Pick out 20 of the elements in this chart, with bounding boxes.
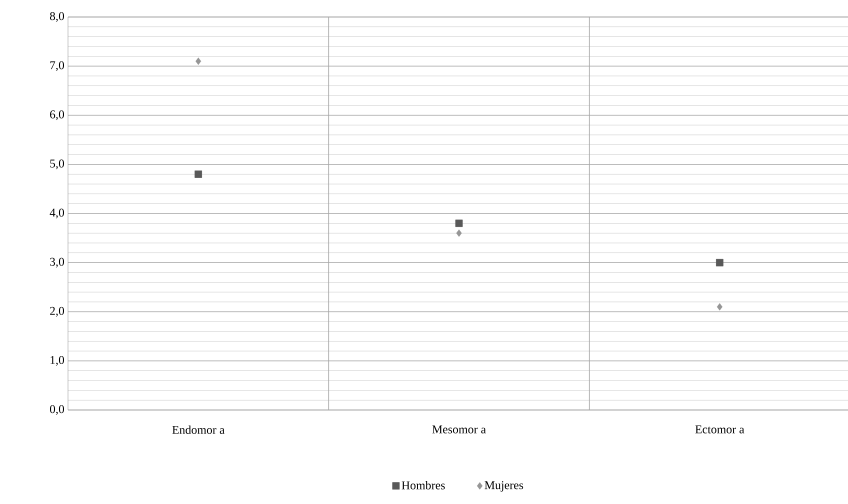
y-tick-label: 0,0 [50, 405, 64, 415]
y-tick-label: 6,0 [50, 110, 64, 120]
point [456, 229, 462, 237]
point [194, 170, 202, 178]
y-tick-label: 3,0 [50, 258, 64, 268]
y-tick-label: 1,0 [50, 356, 64, 366]
point [716, 258, 724, 266]
x-tick-label: Mesomor a [432, 425, 486, 434]
y-tick-label: 7,0 [50, 61, 64, 72]
legend-label: Hombres [402, 480, 445, 490]
x-tick-label: Endomor a [172, 425, 225, 434]
y-tick-label: 5,0 [50, 159, 64, 170]
point [455, 220, 463, 228]
x-tick-label: Ectomor a [695, 425, 744, 434]
y-tick-label: 8,0 [50, 12, 64, 22]
point [716, 303, 722, 311]
point [196, 58, 202, 65]
legend-label: Mujeres [484, 481, 524, 492]
y-tick-label: 2,0 [50, 306, 64, 317]
y-tick-label: 4,0 [50, 208, 64, 218]
